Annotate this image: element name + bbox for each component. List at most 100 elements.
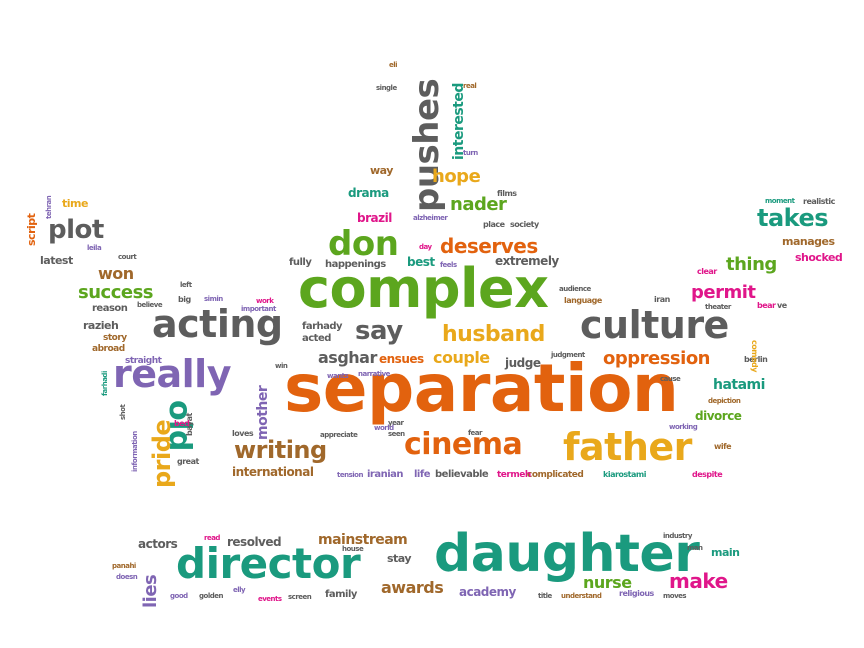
word-shot: shot: [119, 404, 127, 420]
word-pride: pride: [148, 419, 176, 488]
word-narrative: narrative: [358, 370, 390, 378]
word-latest: latest: [40, 254, 73, 267]
word-win: win: [275, 362, 288, 370]
word-hatami: hatami: [713, 377, 765, 393]
word-complex: complex: [298, 257, 549, 320]
word-panahi: panahi: [112, 562, 136, 570]
word-farhady: farhady: [302, 321, 343, 332]
word-extremely: extremely: [495, 254, 559, 268]
word-working: working: [669, 423, 698, 431]
word-husband: husband: [442, 322, 545, 347]
word-single: single: [376, 84, 397, 92]
word-ve: ve: [777, 301, 787, 310]
word-tehran: tehran: [45, 195, 53, 219]
word-moves: moves: [663, 592, 687, 600]
word-international: international: [232, 465, 314, 479]
word-leila: leila: [87, 244, 102, 252]
word-golden: golden: [199, 592, 223, 600]
word-iran: iran: [654, 295, 670, 304]
word-bear: bear: [757, 301, 776, 310]
word-mainstream: mainstream: [318, 532, 408, 548]
word-tension: tension: [337, 471, 363, 479]
word-information: information: [131, 431, 139, 472]
word-writing: writing: [234, 436, 327, 464]
word-believable: believable: [435, 469, 489, 480]
word-big: big: [178, 295, 191, 304]
word-left: left: [180, 281, 192, 289]
word-brazil: brazil: [357, 211, 392, 225]
word-ensues: ensues: [379, 352, 424, 366]
word-doesn: doesn: [116, 573, 138, 581]
word-judge: judge: [505, 356, 541, 370]
word-reason: reason: [92, 303, 128, 314]
word-understand: understand: [561, 592, 602, 600]
word-elly: elly: [233, 586, 246, 594]
word-fully: fully: [289, 257, 312, 268]
word-termeh: termeh: [497, 470, 531, 480]
word-couple: couple: [433, 348, 490, 367]
word-great: great: [177, 457, 199, 466]
word-deserves: deserves: [440, 234, 538, 258]
word-complicated: complicated: [527, 470, 584, 480]
word-asghar: asghar: [318, 348, 377, 367]
word-make: make: [669, 569, 728, 593]
word-acting: acting: [152, 302, 283, 346]
word-kiarostami: kiarostami: [603, 470, 646, 479]
word-fear: fear: [468, 429, 482, 437]
word-work: work: [256, 297, 274, 305]
word-realistic: realistic: [803, 197, 835, 206]
word-manages: manages: [782, 235, 835, 248]
word-good: good: [170, 592, 188, 600]
word-awards: awards: [381, 578, 444, 597]
word-appreciate: appreciate: [320, 431, 358, 439]
word-hope: hope: [432, 166, 481, 187]
word-plot: plot: [48, 215, 104, 245]
word-story: story: [103, 333, 127, 343]
word-bed: bed: [174, 419, 190, 428]
word-say: say: [355, 316, 403, 346]
word-drama: drama: [348, 186, 389, 200]
word-alzheimer: alzheimer: [413, 214, 448, 222]
word-resolved: resolved: [227, 535, 282, 549]
word-iranian: iranian: [367, 469, 404, 480]
word-year: year: [388, 419, 404, 427]
word-director: director: [176, 539, 361, 588]
word-theater: theater: [705, 303, 731, 311]
word-despite: despite: [692, 470, 723, 479]
word-culture: culture: [580, 303, 729, 347]
word-permit: permit: [691, 282, 756, 303]
word-industry: industry: [663, 532, 692, 540]
word-won: won: [98, 264, 134, 283]
word-father: father: [563, 425, 692, 469]
word-thing: thing: [726, 254, 777, 275]
word-really: really: [113, 352, 231, 396]
word-believe: believe: [137, 301, 163, 309]
word-moment: moment: [765, 197, 795, 205]
word-cause: cause: [660, 375, 681, 383]
word-man: man: [687, 544, 703, 552]
word-oppression: oppression: [603, 348, 711, 369]
word-daughter: daughter: [434, 524, 700, 584]
word-mother: mother: [255, 385, 271, 440]
word-nader: nader: [450, 194, 507, 215]
word-family: family: [325, 589, 357, 600]
word-clear: clear: [697, 267, 717, 276]
word-razieh: razieh: [83, 319, 119, 332]
word-abroad: abroad: [92, 344, 125, 354]
word-turn: turn: [463, 149, 478, 157]
word-berlin: berlin: [744, 355, 768, 364]
word-way: way: [370, 164, 393, 177]
word-religious: religious: [619, 589, 654, 598]
word-life: life: [414, 469, 431, 480]
word-happenings: happenings: [325, 259, 386, 270]
word-stay: stay: [387, 552, 412, 565]
word-feels: feels: [440, 261, 457, 269]
word-wants: wants: [327, 372, 349, 380]
word-straight: straight: [125, 356, 162, 366]
word-script: script: [25, 213, 38, 246]
word-shocked: shocked: [795, 251, 843, 264]
word-place: place: [483, 220, 505, 229]
word-screen: screen: [288, 593, 312, 601]
word-nurse: nurse: [583, 573, 632, 592]
